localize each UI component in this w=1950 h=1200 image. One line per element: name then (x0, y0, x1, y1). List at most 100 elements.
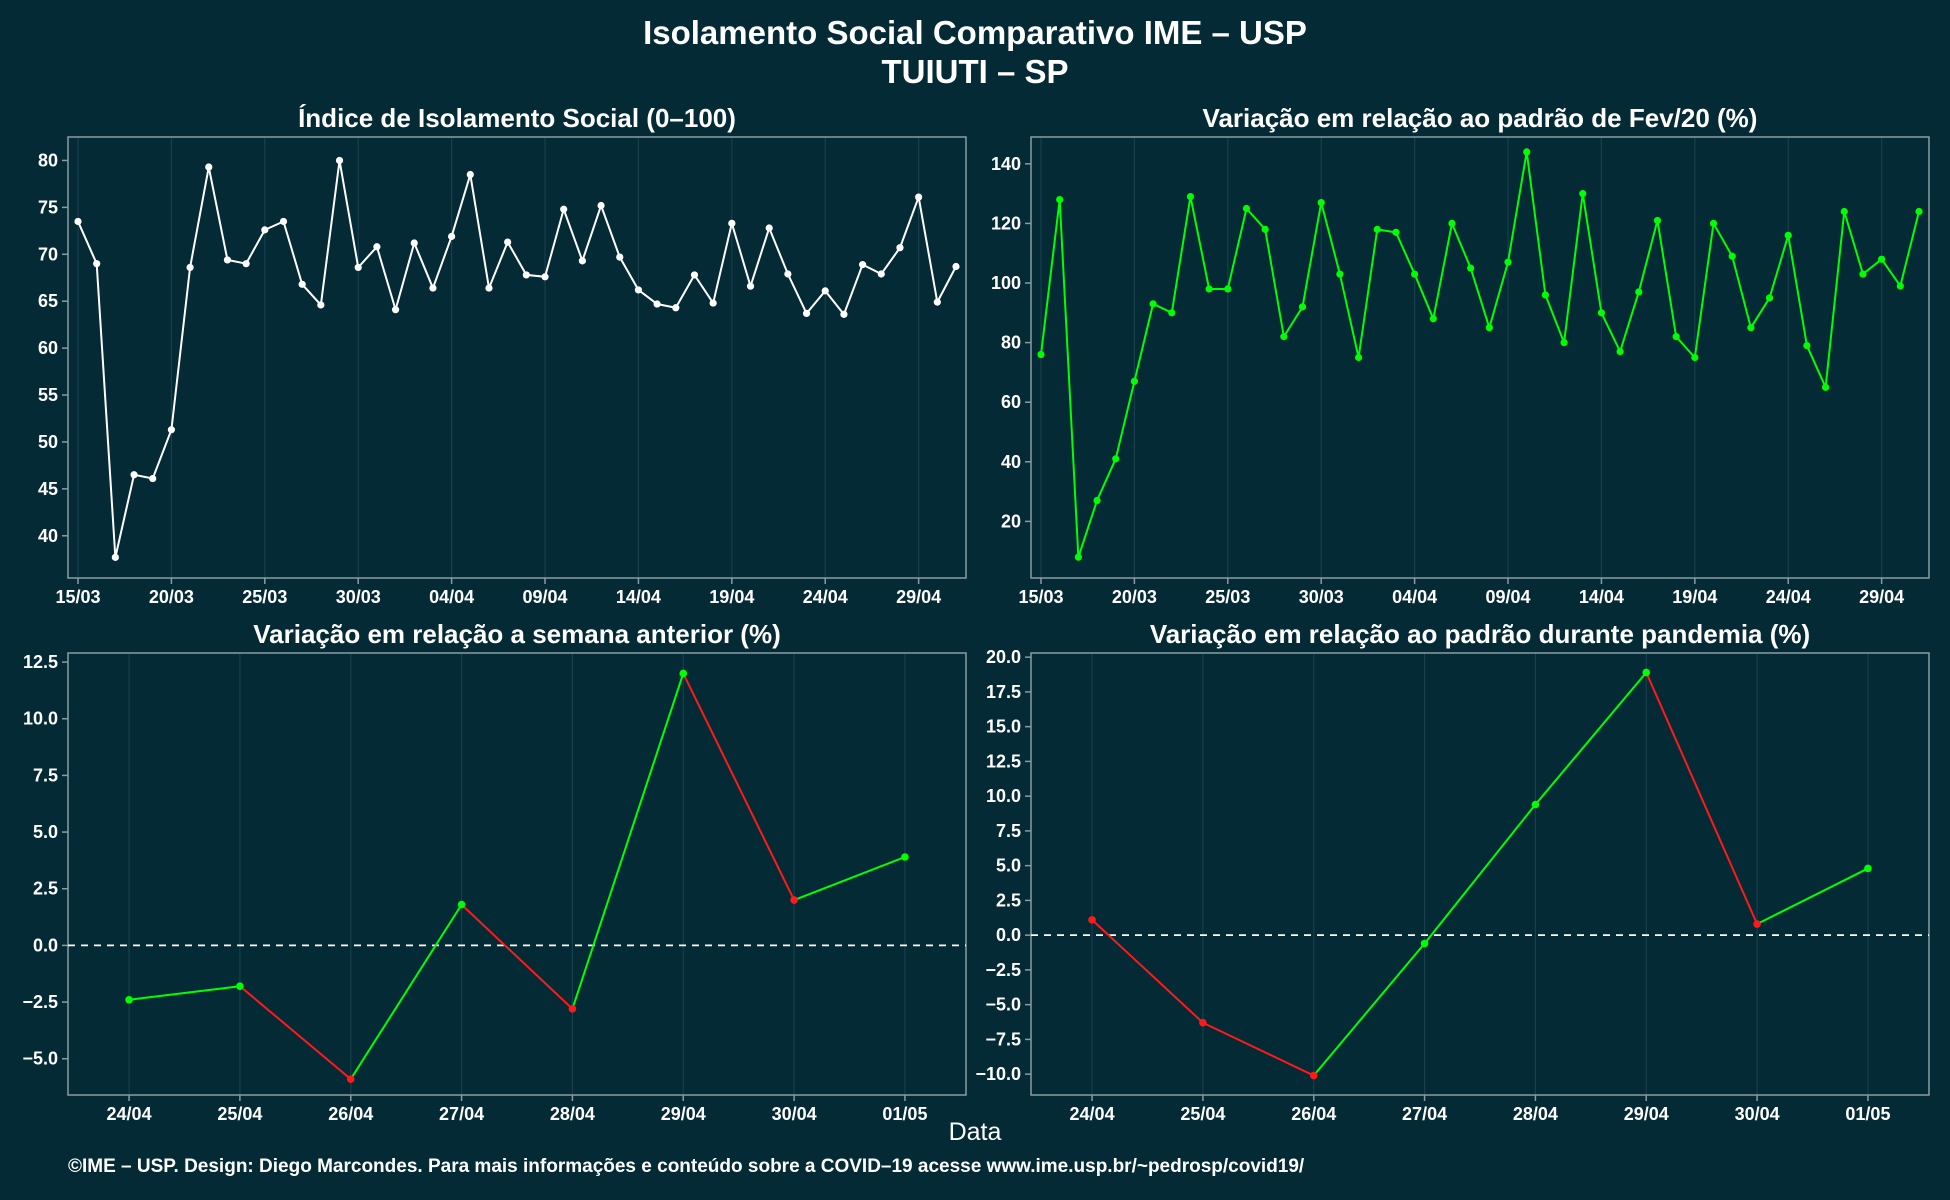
data-point (821, 287, 829, 295)
y-tick-label: 50 (38, 432, 58, 452)
y-tick-label: 10.0 (23, 709, 58, 729)
y-tick-label: 20 (1001, 511, 1021, 531)
x-tick-label: 24/04 (107, 1104, 152, 1124)
data-point (790, 896, 798, 904)
x-tick-label: 27/04 (1402, 1104, 1447, 1124)
data-point (1560, 339, 1568, 347)
line-segment (128, 985, 241, 1001)
data-point (261, 226, 269, 234)
data-point (597, 201, 605, 210)
data-point (1753, 920, 1761, 928)
data-point (1523, 148, 1531, 156)
series-line (1040, 151, 1920, 558)
x-tick-label: 15/03 (55, 587, 100, 607)
data-point (672, 304, 680, 312)
series-line (77, 160, 957, 558)
data-point (634, 286, 643, 294)
data-point (1056, 195, 1064, 204)
footer-credits: ©IME – USP. Design: Diego Marcondes. Par… (68, 1156, 1305, 1177)
data-point (784, 270, 792, 278)
y-tick-label: 0.0 (33, 935, 58, 955)
data-point (1392, 228, 1400, 236)
x-tick-label: 09/04 (522, 587, 567, 607)
data-point (1672, 333, 1680, 341)
data-point (223, 256, 232, 264)
panel-frame (1030, 652, 1930, 1096)
line-segment (571, 673, 685, 1010)
data-point (1803, 341, 1811, 350)
data-point (1579, 190, 1587, 198)
y-tick-label: 60 (1001, 392, 1021, 412)
line-segment (1756, 867, 1869, 925)
x-tick-label: 29/04 (661, 1104, 706, 1124)
line-segment (1534, 671, 1648, 806)
y-tick-label: 17.5 (986, 682, 1021, 702)
data-point (130, 471, 138, 479)
x-tick-label: 28/04 (550, 1104, 595, 1124)
panel-variation-previous-week: Variação em relação a semana anterior (%… (22, 619, 967, 1124)
y-tick-label: 15.0 (986, 717, 1021, 737)
x-tick-label: 30/04 (1735, 1104, 1780, 1124)
panel-isolation-index: Índice de Isolamento Social (0–100) 40 45 5… (38, 103, 967, 607)
x-tick-label: 20/03 (1112, 587, 1157, 607)
data-point (485, 284, 493, 292)
x-tick-label: 30/04 (772, 1104, 817, 1124)
x-tick-label: 25/04 (217, 1104, 262, 1124)
data-point (840, 310, 848, 318)
data-point (1541, 291, 1549, 299)
y-tick-label: 20.0 (986, 647, 1021, 667)
x-tick-label: 30/03 (1299, 587, 1344, 607)
data-point (149, 474, 157, 483)
y-tick-label: 12.5 (986, 751, 1021, 771)
data-point (1467, 264, 1475, 272)
figure-subtitle: TUIUTI – SP (881, 53, 1069, 90)
panel-frame (67, 652, 967, 1096)
line-segment (1645, 672, 1759, 925)
data-point (1642, 668, 1651, 677)
data-point (1504, 258, 1512, 266)
data-point (1309, 1071, 1318, 1080)
data-point (1088, 916, 1096, 924)
x-tick-label: 29/04 (896, 587, 941, 607)
y-tick-label: −5.0 (985, 995, 1021, 1015)
y-tick-label: 2.5 (996, 890, 1021, 910)
x-tick-label: 24/04 (803, 587, 848, 607)
data-point (1864, 864, 1872, 873)
data-point (877, 270, 885, 278)
data-point (373, 243, 381, 251)
panel-frame (67, 136, 967, 579)
data-point (335, 156, 344, 165)
data-point (111, 553, 119, 561)
x-tick-label: 01/05 (882, 1104, 927, 1124)
y-tick-label: 5.0 (996, 856, 1021, 876)
x-tick-label: 24/04 (1070, 1104, 1115, 1124)
x-tick-label: 14/04 (616, 587, 661, 607)
data-point (728, 219, 736, 227)
data-point (1821, 383, 1830, 391)
y-tick-label: 75 (38, 197, 58, 217)
data-point (915, 193, 923, 201)
y-tick-label: 40 (38, 526, 58, 546)
data-point (746, 282, 755, 290)
data-point (1915, 207, 1923, 216)
data-point (186, 263, 194, 272)
data-point (690, 271, 699, 279)
data-point (1878, 255, 1886, 263)
panel-title: Variação em relação ao padrão durante pa… (1150, 619, 1810, 649)
y-tick-label: −2.5 (985, 960, 1021, 980)
x-tick-label: 30/03 (336, 587, 381, 607)
data-point (1616, 347, 1624, 356)
y-tick-label: 100 (991, 273, 1021, 293)
x-tick-label: 29/04 (1859, 587, 1904, 607)
line-segment (1423, 803, 1537, 945)
data-point (448, 232, 456, 241)
data-point (1448, 219, 1456, 228)
y-tick-label: 5.0 (33, 822, 58, 842)
data-point (1373, 225, 1381, 233)
data-point (1280, 333, 1288, 341)
line-segment (1312, 942, 1426, 1077)
data-point (125, 996, 133, 1004)
y-tick-label: 60 (38, 338, 58, 358)
data-point (1485, 324, 1493, 332)
y-tick-label: 80 (1001, 333, 1021, 353)
